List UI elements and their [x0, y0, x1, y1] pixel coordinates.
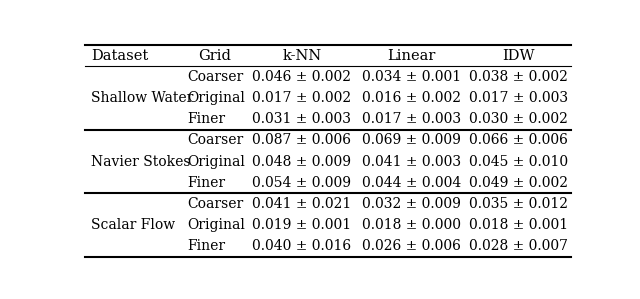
- Text: 0.016 ± 0.002: 0.016 ± 0.002: [362, 91, 461, 105]
- Text: Grid: Grid: [198, 49, 231, 63]
- Text: 0.017 ± 0.002: 0.017 ± 0.002: [252, 91, 351, 105]
- Text: 0.044 ± 0.004: 0.044 ± 0.004: [362, 176, 461, 190]
- Text: Original: Original: [188, 155, 246, 169]
- Text: 0.017 ± 0.003: 0.017 ± 0.003: [469, 91, 568, 105]
- Text: 0.034 ± 0.001: 0.034 ± 0.001: [362, 70, 461, 84]
- Text: Original: Original: [188, 218, 246, 232]
- Text: 0.066 ± 0.006: 0.066 ± 0.006: [469, 133, 568, 147]
- Text: Scalar Flow: Scalar Flow: [91, 218, 175, 232]
- Text: 0.054 ± 0.009: 0.054 ± 0.009: [252, 176, 351, 190]
- Text: 0.032 ± 0.009: 0.032 ± 0.009: [362, 197, 461, 211]
- Text: 0.035 ± 0.012: 0.035 ± 0.012: [469, 197, 568, 211]
- Text: 0.040 ± 0.016: 0.040 ± 0.016: [252, 239, 351, 253]
- Text: 0.049 ± 0.002: 0.049 ± 0.002: [469, 176, 568, 190]
- Text: 0.031 ± 0.003: 0.031 ± 0.003: [252, 112, 351, 126]
- Text: 0.087 ± 0.006: 0.087 ± 0.006: [252, 133, 351, 147]
- Text: Original: Original: [188, 91, 246, 105]
- Text: k-NN: k-NN: [282, 49, 321, 63]
- Text: Coarser: Coarser: [188, 197, 244, 211]
- Text: Coarser: Coarser: [188, 133, 244, 147]
- Text: 0.041 ± 0.021: 0.041 ± 0.021: [252, 197, 351, 211]
- Text: Coarser: Coarser: [188, 70, 244, 84]
- Text: 0.019 ± 0.001: 0.019 ± 0.001: [252, 218, 351, 232]
- Text: 0.046 ± 0.002: 0.046 ± 0.002: [252, 70, 351, 84]
- Text: 0.026 ± 0.006: 0.026 ± 0.006: [362, 239, 461, 253]
- Text: IDW: IDW: [502, 49, 535, 63]
- Text: Navier Stokes: Navier Stokes: [91, 155, 191, 169]
- Text: Linear: Linear: [387, 49, 436, 63]
- Text: 0.041 ± 0.003: 0.041 ± 0.003: [362, 155, 461, 169]
- Text: 0.069 ± 0.009: 0.069 ± 0.009: [362, 133, 461, 147]
- Text: 0.017 ± 0.003: 0.017 ± 0.003: [362, 112, 461, 126]
- Text: 0.045 ± 0.010: 0.045 ± 0.010: [469, 155, 568, 169]
- Text: 0.018 ± 0.000: 0.018 ± 0.000: [362, 218, 461, 232]
- Text: 0.048 ± 0.009: 0.048 ± 0.009: [252, 155, 351, 169]
- Text: 0.030 ± 0.002: 0.030 ± 0.002: [469, 112, 568, 126]
- Text: Dataset: Dataset: [91, 49, 148, 63]
- Text: Shallow Water: Shallow Water: [91, 91, 193, 105]
- Text: Finer: Finer: [188, 112, 226, 126]
- Text: Finer: Finer: [188, 239, 226, 253]
- Text: 0.018 ± 0.001: 0.018 ± 0.001: [469, 218, 568, 232]
- Text: 0.028 ± 0.007: 0.028 ± 0.007: [469, 239, 568, 253]
- Text: Finer: Finer: [188, 176, 226, 190]
- Text: 0.038 ± 0.002: 0.038 ± 0.002: [469, 70, 568, 84]
